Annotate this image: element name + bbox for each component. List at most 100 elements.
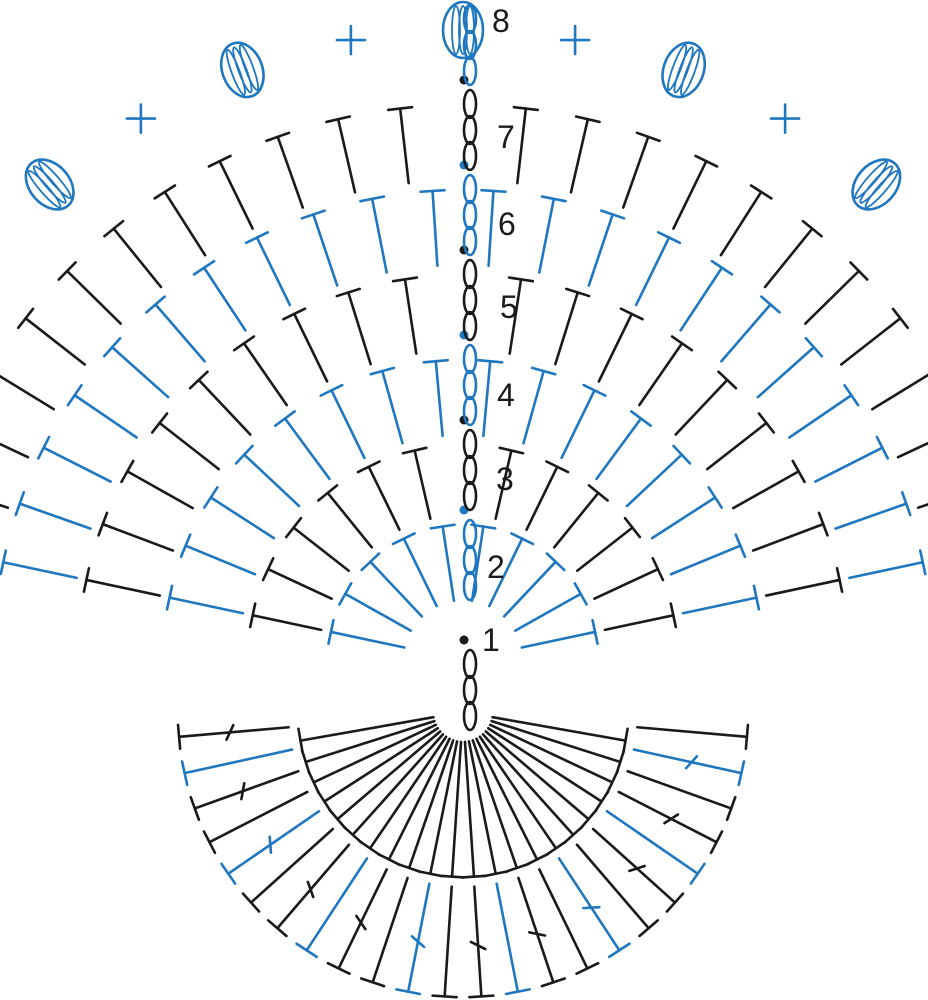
single-crochet [125,103,157,134]
popcorn-loop [451,5,461,55]
fan-stitch [595,410,652,481]
popcorn-outline [661,41,707,99]
base-round-stitches [176,715,750,999]
fan-stitch [720,295,781,363]
fan-stitch [103,219,163,289]
popcorn-loop [238,44,260,91]
fan-stitch [916,503,928,509]
popcorn-loop [666,44,688,91]
fan-stitch [120,459,195,510]
fan-stitch [669,533,747,576]
fan-stitch [369,366,404,445]
chain-oval [462,284,478,316]
fan-stitch [896,441,928,459]
fan-stitch [593,556,665,601]
fan-stitch [751,511,829,552]
fan-stitch [188,370,252,436]
fan-stitch [719,184,773,257]
fan-stitch [14,491,92,530]
fan-stitch [360,552,424,618]
popcorn-loop [673,46,694,94]
fan-stitch [705,412,776,471]
chain-oval [462,395,478,427]
chain-oval [462,225,478,257]
chain-oval [462,258,478,290]
popcorn-loop [854,160,888,200]
popcorn [441,0,485,60]
popcorn-loop [232,46,253,94]
fan-stitch [804,261,869,325]
popcorn-outline [219,41,265,99]
single-crochet [769,103,801,134]
fan-stitch [102,336,170,399]
inner-stitch [481,733,584,845]
fan-stitch [419,188,446,268]
fan-stitch [569,115,601,194]
fan-stitch [552,484,609,549]
fan-stitch [520,618,599,649]
fan-stitch [502,552,566,618]
popcorn-loop [864,169,899,209]
inner-stitch [460,740,488,879]
fan-stitch [476,358,504,438]
row-label-5: 5 [500,289,518,325]
fan-stitch [335,287,372,366]
inner-stitch [478,735,568,857]
fan-stitch [597,307,644,383]
outer-stitch [295,857,369,959]
chain-oval [462,140,478,172]
chain-oval [462,570,478,602]
outer-stitch [431,885,458,999]
fan-stitch [165,584,245,615]
chain-oval [462,544,478,576]
fan-stitch [391,532,438,608]
fan-stitch [788,384,860,439]
chain-oval [462,310,478,342]
outer-stitch [591,827,685,913]
fan-stitch [870,373,928,411]
fan-stitch [507,276,535,355]
chain-oval [462,343,478,375]
popcorn-loop [225,48,246,96]
fan-stitch [650,486,723,540]
fan-stitch [203,486,276,540]
fan-stitch [634,231,682,307]
inner-stitch [488,723,619,795]
popcorn-loop [458,5,468,55]
outer-stitch [202,790,309,855]
outer-stitch [626,769,737,822]
fan-stitch [681,584,761,615]
popcorn [219,41,265,99]
chain-group [459,505,478,602]
popcorn-loop [859,165,894,204]
fan-stitch [560,383,607,460]
fan-stitch [327,618,406,649]
inner-stitch [316,726,440,813]
outer-stitch [395,882,431,996]
inner-stitch [471,739,530,874]
fan-stitch [284,516,351,573]
inner-stitch [297,715,435,754]
fan-stitch [494,446,525,521]
fan-stitch [82,566,162,597]
inner-stitch [467,740,509,878]
chain-oval [462,55,478,87]
fan-stitch [672,154,719,230]
fan-stitch [763,219,823,289]
outer-stitch [180,748,294,787]
outer-stitch [326,868,388,975]
fan-stitch [848,549,927,580]
chain-oval [462,480,478,512]
fan-stitch [274,410,331,481]
chain-oval [462,369,478,401]
outer-stitch [605,809,706,885]
fan-stitch [179,533,257,576]
fan-stitch [587,209,626,287]
popcorn-loop [32,165,67,204]
row-label-7: 7 [497,119,515,155]
fan-stitch [422,358,450,438]
fan-stitch [554,287,591,366]
fan-stitch [359,195,388,274]
inner-stitch [438,740,466,879]
fan-stitch [522,366,557,445]
